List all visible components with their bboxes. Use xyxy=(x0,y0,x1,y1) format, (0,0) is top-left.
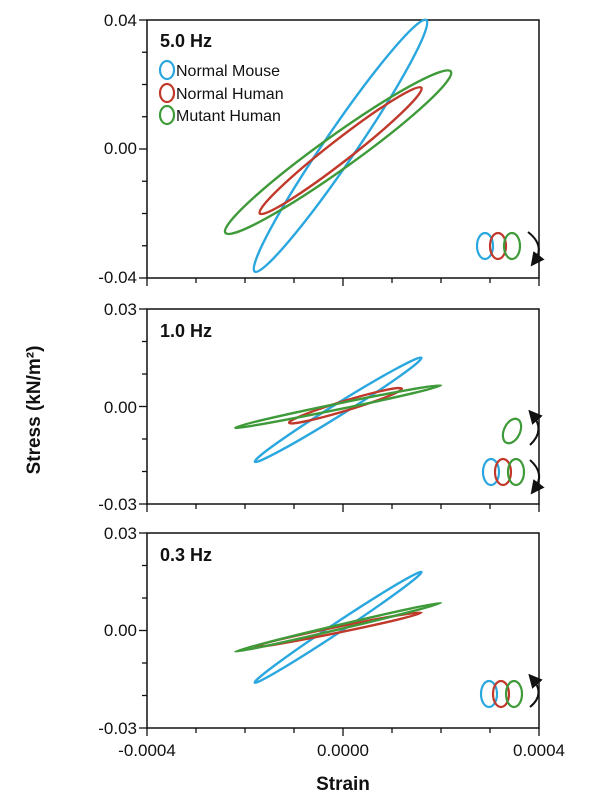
loop-mutant-human-1hz xyxy=(234,383,443,430)
loop-normal-human-1hz xyxy=(287,386,404,425)
xtick-right: 0.0004 xyxy=(513,741,565,760)
legend-mutant-human-label: Mutant Human xyxy=(176,108,281,125)
panel-1hz-ytick-mid: 0.00 xyxy=(104,398,137,417)
panel-03hz: 0.3 Hz 0.03 0.00 -0.03 xyxy=(98,524,543,738)
panel-1hz-curves xyxy=(234,356,443,464)
loop-mutant-human-5hz xyxy=(223,69,453,236)
panel-1hz: 1.0 Hz 0.03 0.00 -0.03 xyxy=(98,300,545,514)
panel-5hz-frame xyxy=(146,19,540,279)
panel-1hz-label: 1.0 Hz xyxy=(160,321,212,341)
panel-5hz-curves xyxy=(223,18,453,274)
panel-03hz-ticks xyxy=(139,532,540,736)
legend-normal-human-swatch xyxy=(158,82,176,104)
loop-mutant-human-03hz xyxy=(234,601,443,653)
counter-and-clockwise-arrows-icon xyxy=(481,409,545,495)
panel-5hz-ytick-top: 0.04 xyxy=(104,11,137,30)
panel-1hz-ytick-bottom: -0.03 xyxy=(98,495,137,514)
panel-03hz-ytick-bottom: -0.03 xyxy=(98,719,137,738)
panel-1hz-ticks xyxy=(139,308,540,512)
panel-03hz-ytick-top: 0.03 xyxy=(104,524,137,543)
panel-1hz-ytick-top: 0.03 xyxy=(104,300,137,319)
legend-normal-mouse-label: Normal Mouse xyxy=(176,63,280,80)
legend-normal-human-label: Normal Human xyxy=(176,86,284,103)
xtick-left: -0.0004 xyxy=(118,741,176,760)
legend: Normal Mouse Normal Human Mutant Human xyxy=(158,59,284,126)
legend-normal-mouse-swatch xyxy=(158,59,176,81)
x-axis-title: Strain xyxy=(316,774,370,795)
clockwise-arrow-icon xyxy=(475,231,545,267)
panel-03hz-label: 0.3 Hz xyxy=(160,545,212,565)
xtick-mid: 0.0000 xyxy=(317,741,369,760)
panel-5hz-ytick-bottom: -0.04 xyxy=(98,268,137,287)
counterclockwise-arrow-icon xyxy=(479,673,543,709)
loop-normal-human-5hz xyxy=(258,85,423,216)
y-axis-title: Stress (kN/m²) xyxy=(24,346,45,475)
panel-5hz-ytick-mid: 0.00 xyxy=(104,139,137,158)
panel-03hz-curves xyxy=(234,570,443,684)
panel-5hz: 5.0 Hz 0.04 0.00 -0.04 Normal Mouse Norm… xyxy=(98,11,545,287)
loop-normal-mouse-5hz xyxy=(252,18,429,274)
panel-5hz-label: 5.0 Hz xyxy=(160,31,212,51)
panel-5hz-ticks xyxy=(139,19,540,286)
panel-03hz-ytick-mid: 0.00 xyxy=(104,621,137,640)
legend-mutant-human-swatch xyxy=(158,104,176,126)
